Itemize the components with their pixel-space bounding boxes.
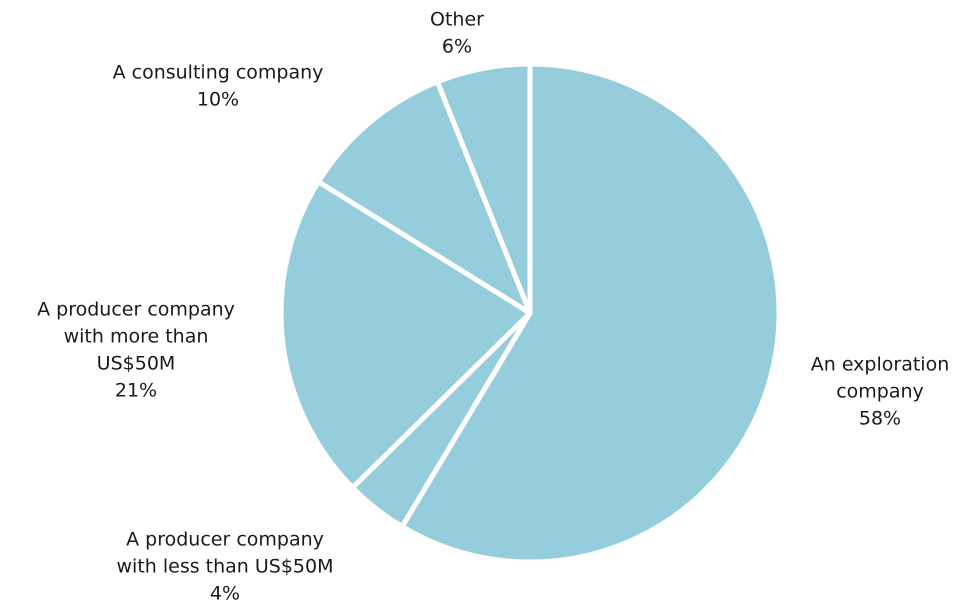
slice-label: An exploration: [811, 354, 950, 376]
slice-value-label: 10%: [197, 89, 239, 111]
slice-label: with less than US$50M: [117, 556, 334, 578]
pie-slice: [434, 61, 533, 316]
slice-value-label: 4%: [210, 583, 240, 605]
slice-label: Other: [430, 9, 484, 31]
pie-slice: [315, 79, 533, 316]
pie-slice: [399, 61, 782, 565]
slice-label: A producer company: [37, 299, 235, 321]
slice-value-label: 21%: [115, 380, 157, 402]
slice-value-label: 58%: [859, 408, 901, 430]
slice-label: US$50M: [97, 353, 176, 375]
slice-value-label: 6%: [442, 36, 472, 58]
slice-label: A consulting company: [113, 62, 324, 84]
pie-slice: [278, 179, 533, 491]
slice-label: with more than: [64, 326, 209, 348]
slice-label: A producer company: [126, 529, 324, 551]
slice-label: company: [836, 381, 924, 403]
